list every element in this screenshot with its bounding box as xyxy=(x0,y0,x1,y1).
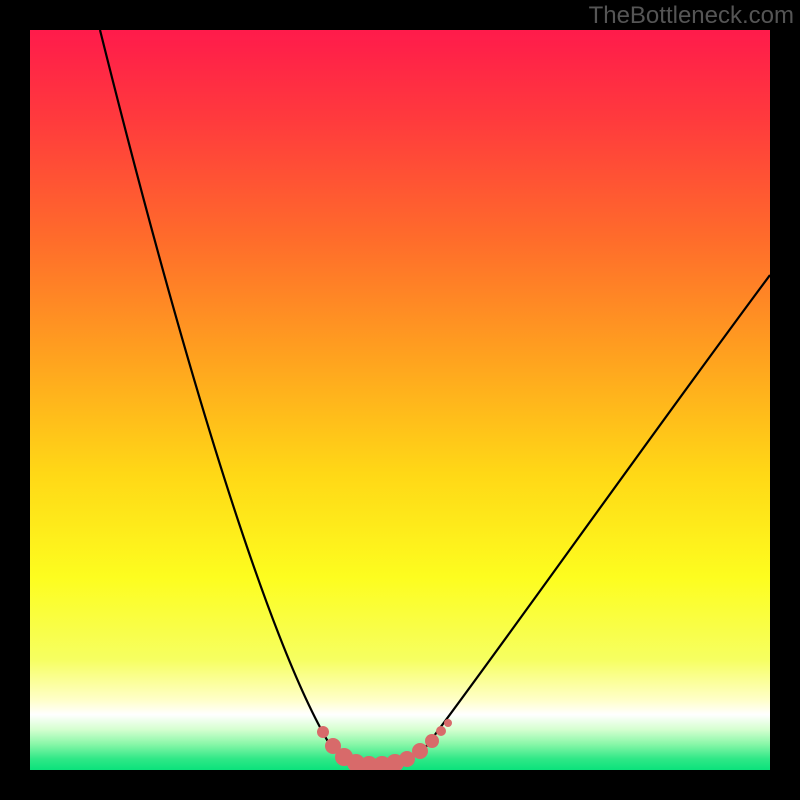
watermark-text: TheBottleneck.com xyxy=(589,2,794,30)
valley-marker xyxy=(425,734,439,748)
plot-area xyxy=(30,30,770,770)
valley-marker xyxy=(444,719,452,727)
valley-marker xyxy=(317,726,329,738)
valley-markers xyxy=(30,30,770,770)
valley-marker xyxy=(436,726,446,736)
